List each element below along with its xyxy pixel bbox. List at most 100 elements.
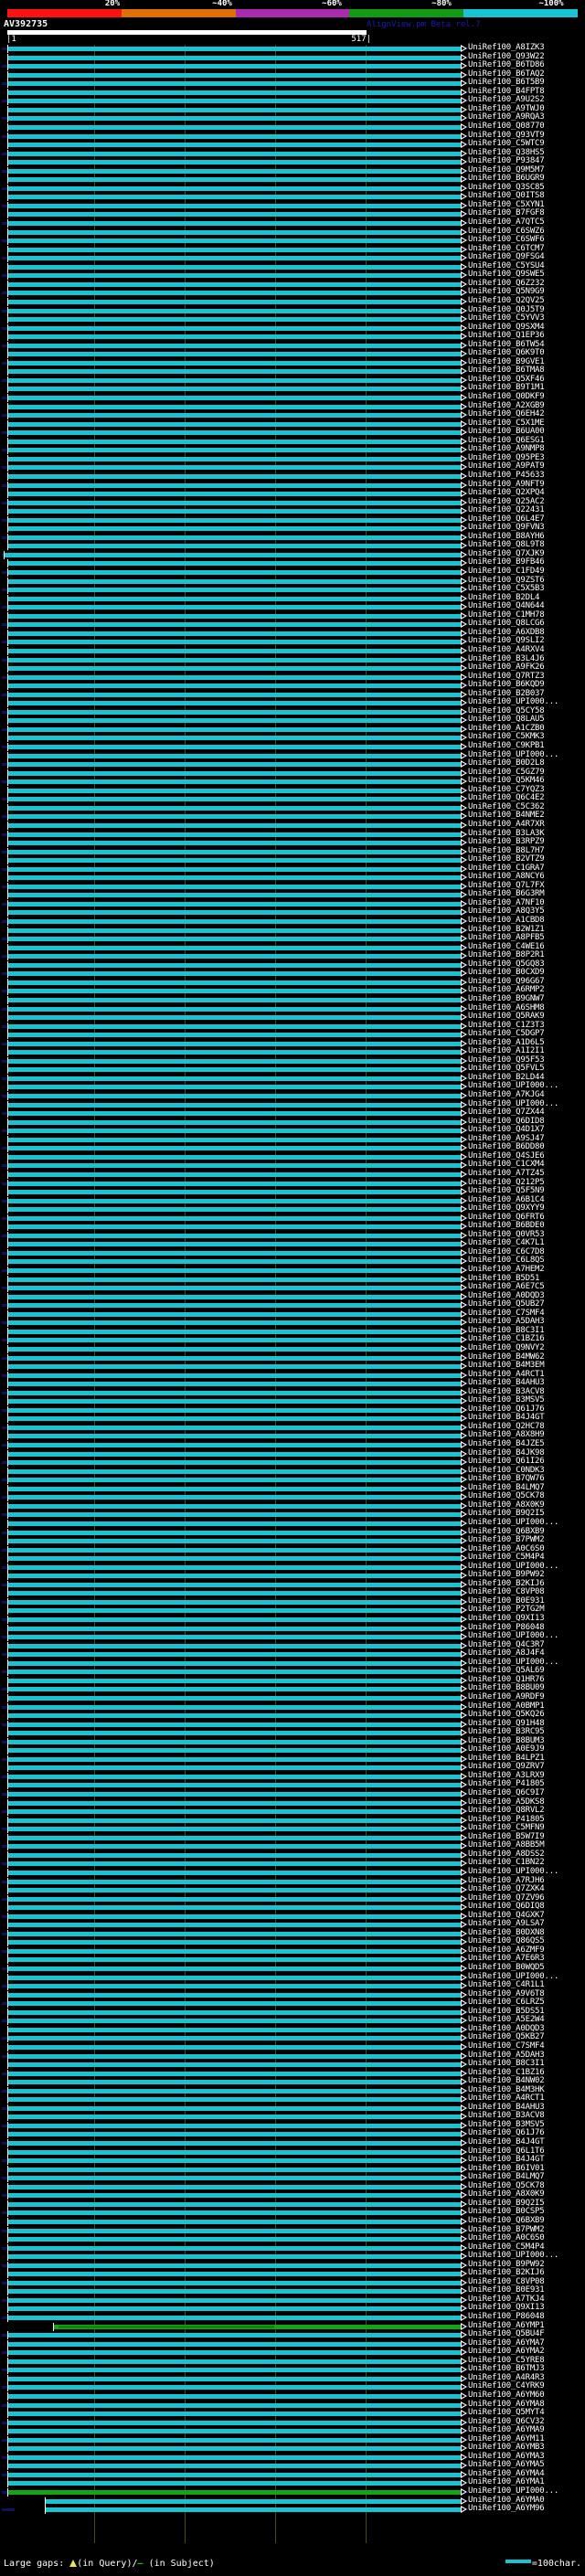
hit-bar[interactable] [8,657,461,663]
hit-row[interactable]: UniRef100_B0E931 [0,2285,585,2296]
hit-bar[interactable] [8,1407,461,1413]
hit-row[interactable]: UniRef100_Q95PE3 [0,453,585,463]
hit-row[interactable]: UniRef100_A6B1C4 [0,1195,585,1205]
hit-row[interactable]: UniRef100_C1FD49 [0,567,585,577]
hit-bar[interactable] [8,1835,461,1840]
hit-row[interactable]: UniRef100_A2XGB9 [0,401,585,411]
hit-bar[interactable] [8,1076,461,1081]
hit-bar[interactable] [8,2201,461,2207]
hit-row[interactable]: UniRef100_Q5KB27 [0,2032,585,2043]
hit-row[interactable]: UniRef100_Q5CY58 [0,706,585,716]
hit-bar[interactable] [8,797,461,802]
hit-label[interactable]: UniRef100_B4J4GT [468,1413,545,1423]
hit-row[interactable]: UniRef100_A9FK26 [0,663,585,673]
hit-bar[interactable] [8,1503,461,1509]
hit-label[interactable]: UniRef100_Q93VT9 [468,130,545,140]
hit-row[interactable]: UniRef100_C8VP08 [0,2277,585,2287]
hit-bar[interactable] [8,116,461,122]
hit-bar[interactable] [8,1111,461,1117]
hit-row[interactable]: UniRef100_Q25AC2 [0,497,585,507]
hit-bar[interactable] [8,99,461,104]
hit-row[interactable]: UniRef100_B7PWM2 [0,2225,585,2235]
hit-row[interactable]: UniRef100_Q6K9T0 [0,348,585,359]
hit-row[interactable]: UniRef100_C1BZ16 [0,1334,585,1345]
hit-bar[interactable] [8,291,461,296]
hit-row[interactable]: UniRef100_A9LSA7 [0,1919,585,1930]
hit-bar[interactable] [8,168,461,174]
hit-bar[interactable] [8,701,461,706]
hit-row[interactable]: UniRef100_B6UGR9 [0,174,585,185]
hit-label[interactable]: UniRef100_A9PAT9 [468,461,545,472]
hit-bar[interactable] [8,387,461,392]
hit-bar[interactable] [8,1129,461,1134]
hit-label[interactable]: UniRef100_C5YSU4 [468,260,545,270]
hit-label[interactable]: UniRef100_Q0DKF9 [468,392,545,401]
hit-bar[interactable] [8,726,461,732]
hit-bar[interactable] [8,186,461,191]
hit-row[interactable]: UniRef100_Q8RVL2 [0,1806,585,1817]
hit-row[interactable]: UniRef100_A8PFB5 [0,933,585,944]
hit-label[interactable]: UniRef100_Q93W22 [468,51,545,61]
hit-row[interactable]: UniRef100_C5YRE8 [0,2356,585,2366]
hit-bar[interactable] [8,2184,461,2189]
hit-bar[interactable] [8,2359,461,2364]
hit-label[interactable]: UniRef100_B0WQD5 [468,1963,545,1972]
hit-label[interactable]: UniRef100_Q7RTZ3 [468,671,545,681]
hit-row[interactable]: UniRef100_Q5F5N9 [0,1186,585,1197]
hit-bar[interactable] [8,1861,461,1867]
hit-row[interactable]: UniRef100_Q7ZV96 [0,1893,585,1903]
hit-row[interactable]: UniRef100_A8X8H9 [0,1430,585,1441]
hit-row[interactable]: UniRef100_C6LRZ5 [0,1998,585,2009]
hit-row[interactable]: UniRef100_A9V6T8 [0,1989,585,1999]
hit-row[interactable]: UniRef100_C0NDK3 [0,1466,585,1476]
hit-label[interactable]: UniRef100_Q6ESG1 [468,435,545,445]
hit-row[interactable]: UniRef100_B4AHU3 [0,1378,585,1389]
hit-row[interactable]: UniRef100_B3L4J6 [0,654,585,664]
hit-row[interactable]: UniRef100_A4R7XR [0,820,585,830]
hit-label[interactable]: UniRef100_A6RMP2 [468,985,545,995]
hit-label[interactable]: UniRef100_A5DAH3 [468,2050,545,2060]
hit-row[interactable]: UniRef100_B6TMJ3 [0,2364,585,2375]
hit-row[interactable]: UniRef100_Q93W22 [0,51,585,62]
hit-label[interactable]: UniRef100_A1I2I1 [468,1046,545,1056]
hit-row[interactable]: UniRef100_UPI000... [0,1081,585,1092]
hit-bar[interactable] [8,2437,461,2443]
hit-row[interactable]: UniRef100_B7PWM2 [0,1535,585,1546]
hit-row[interactable]: UniRef100_Q61I26 [0,1457,585,1468]
hit-bar[interactable] [8,2149,461,2155]
hit-label[interactable]: UniRef100_Q2HC78 [468,1421,545,1431]
hit-row[interactable]: UniRef100_Q5RAK9 [0,1012,585,1023]
hit-bar[interactable] [8,221,461,226]
hit-bar[interactable] [8,1425,461,1430]
hit-label[interactable]: UniRef100_B3ACV8 [468,2111,545,2121]
hit-bar[interactable] [8,2272,461,2277]
hit-label[interactable]: UniRef100_B7FGF8 [468,208,545,218]
hit-bar[interactable] [8,1171,461,1177]
hit-label[interactable]: UniRef100_A6YM11 [468,2433,545,2443]
hit-label[interactable]: UniRef100_B4NW02 [468,2076,545,2086]
hit-bar[interactable] [8,770,461,776]
hit-row[interactable]: UniRef100_B6UA00 [0,427,585,438]
hit-row[interactable]: UniRef100_Q4D1X7 [0,1125,585,1136]
hit-row[interactable]: UniRef100_B4JZE5 [0,1439,585,1449]
hit-label[interactable]: UniRef100_B5D51 [468,1273,540,1283]
hit-row[interactable]: UniRef100_C5C362 [0,802,585,812]
hit-label[interactable]: UniRef100_A5E2W4 [468,2015,545,2025]
hit-bar[interactable] [8,613,461,619]
hit-label[interactable]: UniRef100_B6TAQ2 [468,69,545,79]
hit-label[interactable]: UniRef100_B4MW62 [468,1352,545,1362]
hit-bar[interactable] [8,1748,461,1754]
hit-bar[interactable] [8,500,461,505]
hit-bar[interactable] [8,666,461,672]
hit-bar[interactable] [8,1809,461,1815]
hit-row[interactable]: UniRef100_A6YMA1 [0,2477,585,2488]
hit-label[interactable]: UniRef100_B9PW92 [468,2259,545,2269]
hit-label[interactable]: UniRef100_C1GRA7 [468,863,545,873]
hit-row[interactable]: UniRef100_A6YMA7 [0,2338,585,2348]
hit-label[interactable]: UniRef100_A9NFT9 [468,479,545,489]
hit-label[interactable]: UniRef100_A0DQD3 [468,2023,545,2033]
hit-row[interactable]: UniRef100_B2DL4 [0,593,585,603]
hit-row[interactable]: UniRef100_A9RQA3 [0,112,585,123]
hit-row[interactable]: UniRef100_Q4C3R7 [0,1640,585,1650]
hit-bar[interactable] [8,1329,461,1334]
